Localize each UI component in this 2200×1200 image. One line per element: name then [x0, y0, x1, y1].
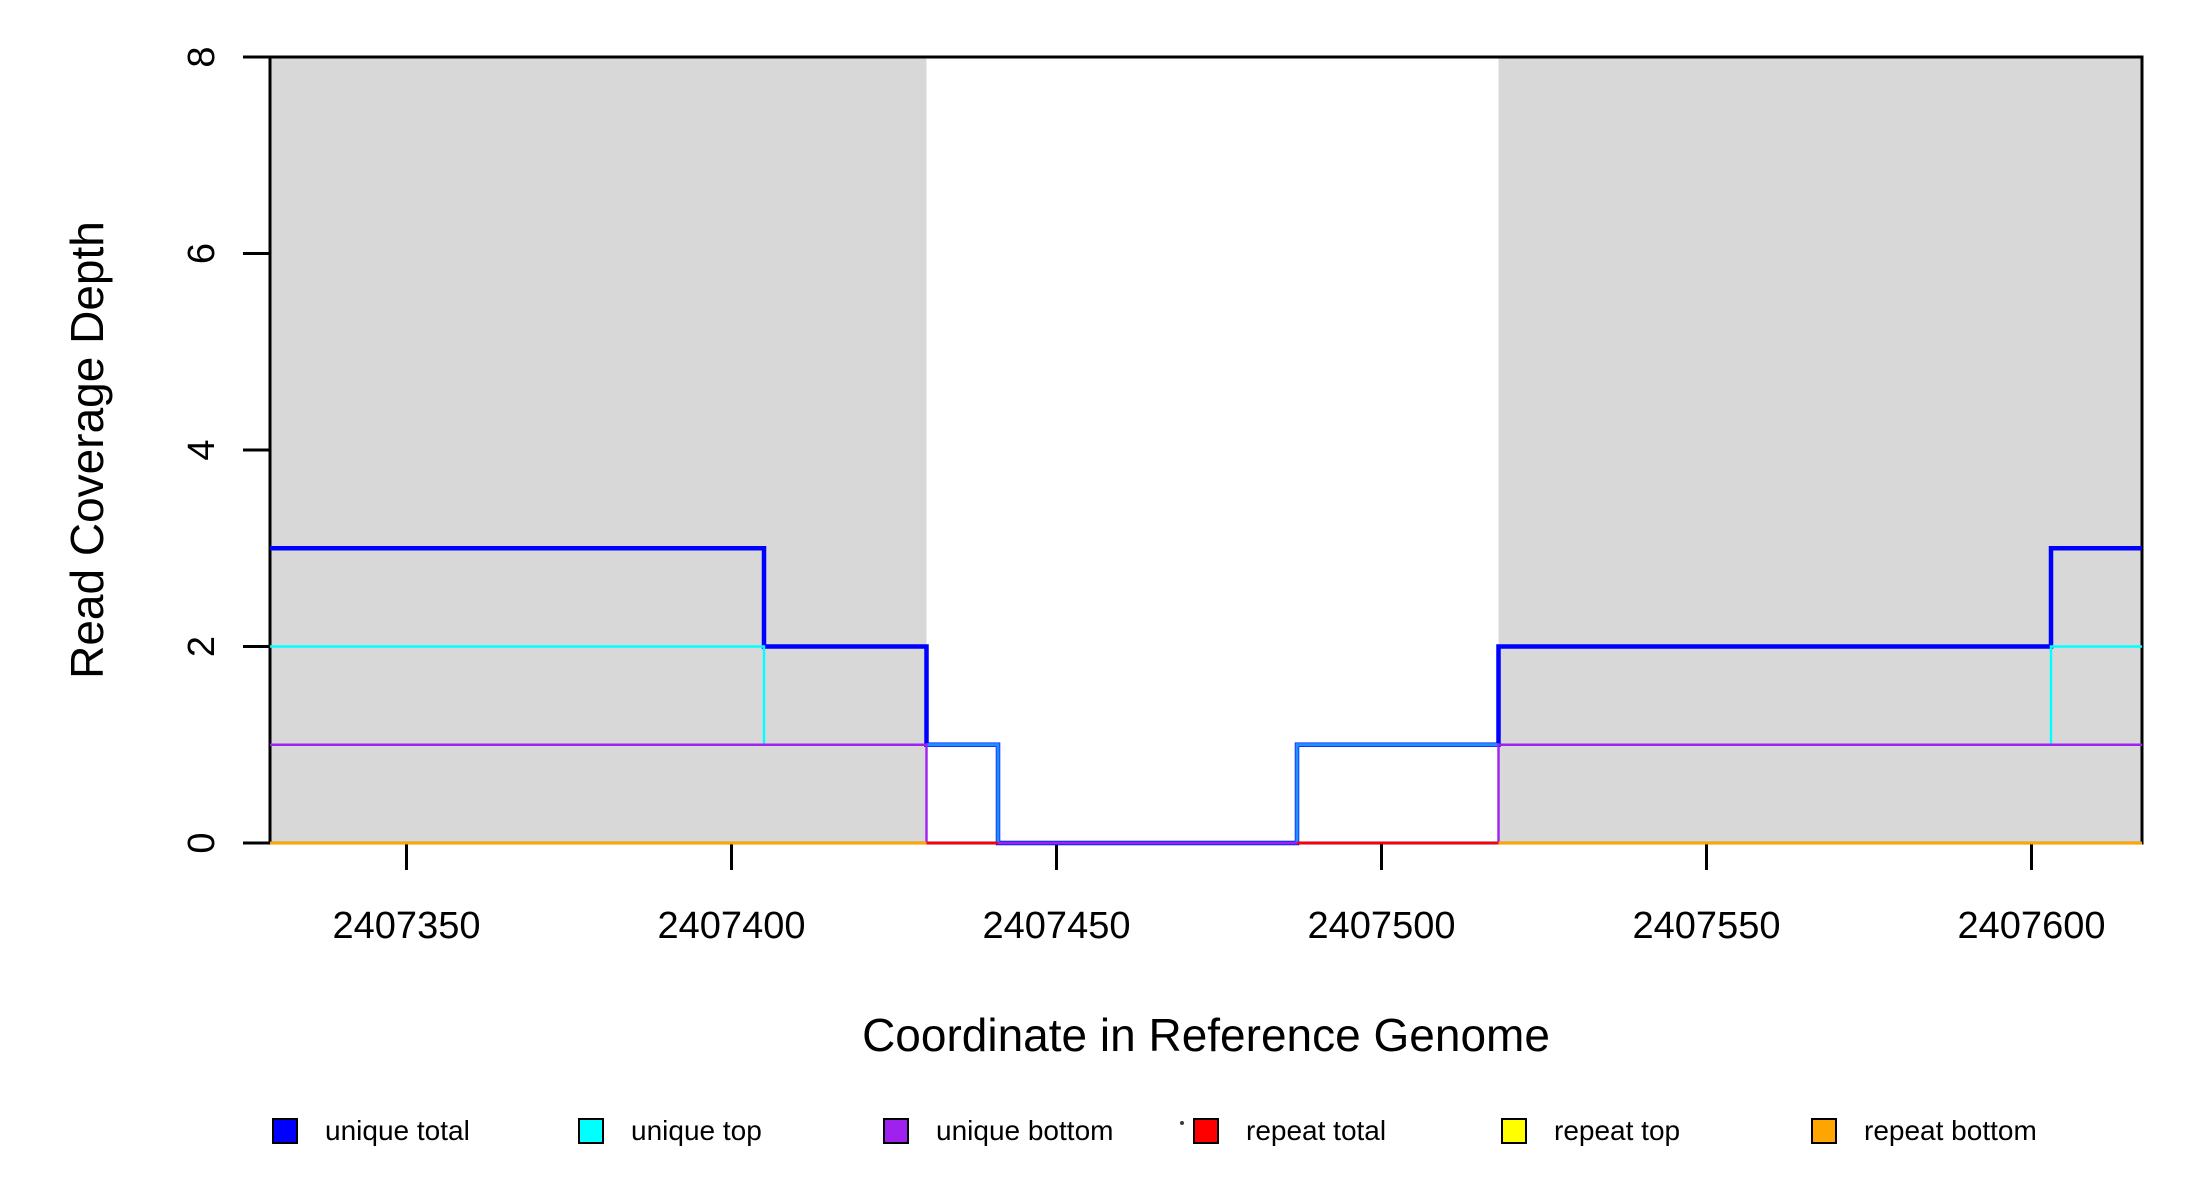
legend-label: unique total — [325, 1115, 470, 1146]
y-axis-title: Read Coverage Depth — [61, 221, 113, 679]
repeat-region-1 — [270, 57, 927, 843]
legend-label: unique bottom — [936, 1115, 1114, 1146]
legend-item-repeat-total: repeat total — [1193, 1115, 1386, 1146]
x-tick-label: 2407500 — [1308, 905, 1456, 947]
legend-label: unique top — [631, 1115, 762, 1146]
legend-item-unique-top: unique top — [578, 1115, 762, 1146]
x-tick-label: 2407350 — [333, 905, 481, 947]
legend-item-repeat-top: repeat top — [1501, 1115, 1680, 1146]
series-overlap-total-top — [1295, 743, 1499, 843]
y-tick-label: 2 — [181, 636, 223, 657]
series-overlap-total-top — [926, 743, 1000, 843]
legend-swatch-unique-top — [578, 1118, 604, 1144]
x-tick-label: 2407450 — [983, 905, 1131, 947]
y-tick-label: 8 — [181, 46, 223, 67]
legend-label: repeat top — [1554, 1115, 1681, 1146]
x-tick-label: 2407400 — [658, 905, 806, 947]
stray-dot — [1180, 1121, 1184, 1125]
legend-swatch-unique-total — [272, 1118, 298, 1144]
legend-swatch-repeat-total — [1193, 1118, 1219, 1144]
legend-item-unique-total: unique total — [272, 1115, 470, 1146]
x-tick-label: 2407600 — [1958, 905, 2106, 947]
legend-label: repeat total — [1246, 1115, 1387, 1146]
legend-item-repeat-bottom: repeat bottom — [1811, 1115, 2037, 1146]
legend-swatch-repeat-bottom — [1811, 1118, 1837, 1144]
x-tick-label: 2407550 — [1633, 905, 1781, 947]
series-unique-bottom — [270, 743, 2142, 845]
y-tick-label: 0 — [181, 832, 223, 853]
legend-label: repeat bottom — [1864, 1115, 2037, 1146]
y-tick-label: 6 — [181, 243, 223, 264]
y-tick-label: 4 — [181, 439, 223, 460]
repeat-region-2 — [1498, 57, 2142, 843]
legend-swatch-repeat-top — [1501, 1118, 1527, 1144]
legend-item-unique-bottom: unique bottom — [883, 1115, 1113, 1146]
x-axis-title: Coordinate in Reference Genome — [862, 1009, 1550, 1061]
legend-swatch-unique-bottom — [883, 1118, 909, 1144]
